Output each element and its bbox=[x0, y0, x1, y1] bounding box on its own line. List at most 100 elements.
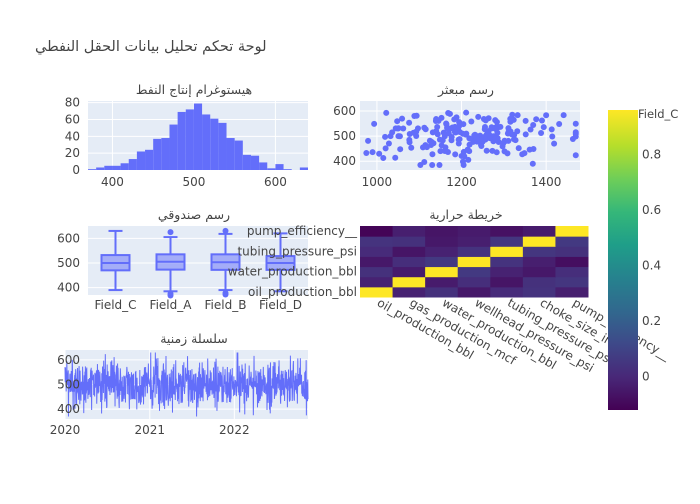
histogram-y-tick-label: 60 bbox=[65, 113, 80, 127]
scatter-point bbox=[526, 146, 533, 153]
scatter-y-tick-label: 500 bbox=[333, 129, 356, 143]
histogram-y-tick-label: 80 bbox=[65, 96, 80, 110]
scatter-point bbox=[473, 133, 480, 140]
scatter-point bbox=[451, 116, 458, 123]
scatter-point bbox=[441, 147, 448, 154]
scatter-point bbox=[437, 148, 444, 155]
heatmap-cell bbox=[360, 246, 394, 257]
heatmap-cell bbox=[392, 256, 426, 268]
heatmap-cell bbox=[522, 246, 556, 257]
scatter-point bbox=[468, 118, 475, 125]
scatter-point bbox=[421, 159, 428, 166]
histogram-x-tick-label: 500 bbox=[182, 175, 205, 189]
heatmap-cell bbox=[490, 286, 524, 298]
box-x-tick-label: Field_A bbox=[150, 298, 193, 312]
scatter-point bbox=[376, 150, 383, 157]
histogram-bar bbox=[120, 163, 129, 170]
scatter-point bbox=[572, 152, 579, 159]
scatter-point bbox=[406, 119, 413, 126]
scatter-point bbox=[408, 144, 415, 151]
scatter-point bbox=[521, 150, 528, 157]
colorbar: Field_C 0 0.2 0.4 0.6 0.8 bbox=[608, 107, 678, 410]
scatter-point bbox=[515, 145, 522, 152]
scatter-point bbox=[533, 116, 540, 123]
heatmap-cell bbox=[425, 226, 459, 237]
scatter-point bbox=[548, 126, 555, 133]
heatmap-cell bbox=[555, 226, 589, 237]
box-title: رسم صندوقي bbox=[158, 207, 230, 223]
heatmap-cell bbox=[457, 236, 491, 247]
scatter-point bbox=[429, 129, 436, 136]
heatmap-cell bbox=[360, 266, 394, 278]
scatter-point bbox=[538, 117, 545, 124]
heatmap-cell bbox=[555, 236, 589, 247]
scatter-point bbox=[380, 155, 387, 162]
heatmap-cell bbox=[392, 286, 426, 298]
heatmap-chart: خريطة حرارية oil_production_bbl water_pro… bbox=[228, 207, 674, 375]
histogram-bar bbox=[136, 151, 146, 170]
colorbar-tick-label: 0.4 bbox=[642, 259, 661, 273]
scatter-point bbox=[383, 109, 390, 116]
heatmap-y-tick-label: pump_efficiency__ bbox=[247, 224, 358, 238]
scatter-point bbox=[514, 112, 521, 119]
scatter-point bbox=[432, 117, 439, 124]
box-x-tick-label: Field_D bbox=[259, 298, 302, 312]
scatter-point bbox=[529, 160, 536, 167]
timeseries-x-tick-label: 2021 bbox=[135, 423, 166, 437]
box-outlier bbox=[222, 227, 229, 234]
histogram-bar bbox=[185, 109, 194, 170]
colorbar-title: Field_C bbox=[638, 107, 678, 121]
timeseries-title: سلسلة زمنية bbox=[160, 331, 228, 347]
scatter-point bbox=[481, 126, 488, 133]
box-y-tick-label: 400 bbox=[57, 281, 80, 295]
scatter-point bbox=[470, 138, 477, 145]
scatter-point bbox=[493, 149, 500, 156]
scatter-point bbox=[460, 161, 467, 168]
heatmap-cell bbox=[392, 276, 426, 288]
histogram-bar bbox=[112, 165, 121, 170]
scatter-point bbox=[497, 123, 504, 130]
heatmap-cell bbox=[522, 226, 556, 237]
heatmap-cell bbox=[457, 276, 491, 288]
scatter-point bbox=[455, 136, 462, 143]
histogram-bar bbox=[88, 169, 97, 170]
heatmap-y-tick-label: tubing_pressure_psi bbox=[237, 244, 357, 258]
scatter-x-tick-label: 1000 bbox=[362, 175, 393, 189]
heatmap-cell bbox=[555, 256, 589, 268]
heatmap-cell bbox=[360, 226, 394, 237]
heatmap-cell bbox=[392, 246, 426, 257]
scatter-point bbox=[551, 140, 558, 147]
heatmap-cell bbox=[522, 276, 556, 288]
histogram-title: هيستوغرام إنتاج النفط bbox=[136, 82, 252, 98]
scatter-point bbox=[549, 133, 556, 140]
scatter-point bbox=[448, 137, 455, 144]
heatmap-cell bbox=[555, 266, 589, 278]
box-y-tick-label: 600 bbox=[57, 231, 80, 245]
scatter-point bbox=[395, 133, 402, 140]
heatmap-cell bbox=[522, 236, 556, 247]
scatter-point bbox=[500, 140, 507, 147]
scatter-point bbox=[572, 129, 579, 136]
scatter-point bbox=[394, 118, 401, 125]
scatter-point bbox=[512, 137, 519, 144]
scatter-point bbox=[397, 146, 404, 153]
scatter-point bbox=[483, 147, 490, 154]
timeseries-line bbox=[64, 352, 309, 417]
timeseries-x-tick-label: 2022 bbox=[219, 423, 250, 437]
scatter-point bbox=[492, 117, 499, 124]
heatmap-cell bbox=[457, 266, 491, 278]
heatmap-cell bbox=[490, 246, 524, 257]
scatter-point bbox=[522, 131, 529, 138]
heatmap-cell bbox=[490, 266, 524, 278]
scatter-point bbox=[365, 137, 372, 144]
scatter-point bbox=[485, 115, 492, 122]
heatmap-cell bbox=[522, 286, 556, 298]
scatter-point bbox=[430, 140, 437, 147]
scatter-point bbox=[444, 125, 451, 132]
histogram-bar bbox=[104, 165, 113, 170]
scatter-x-tick-label: 1200 bbox=[446, 175, 477, 189]
scatter-point bbox=[466, 148, 473, 155]
histogram-bar bbox=[96, 167, 105, 170]
box-chart: رسم صندوقي Field_C Field_A Field_B Field_D 4… bbox=[57, 207, 308, 312]
scatter-point bbox=[436, 161, 443, 168]
